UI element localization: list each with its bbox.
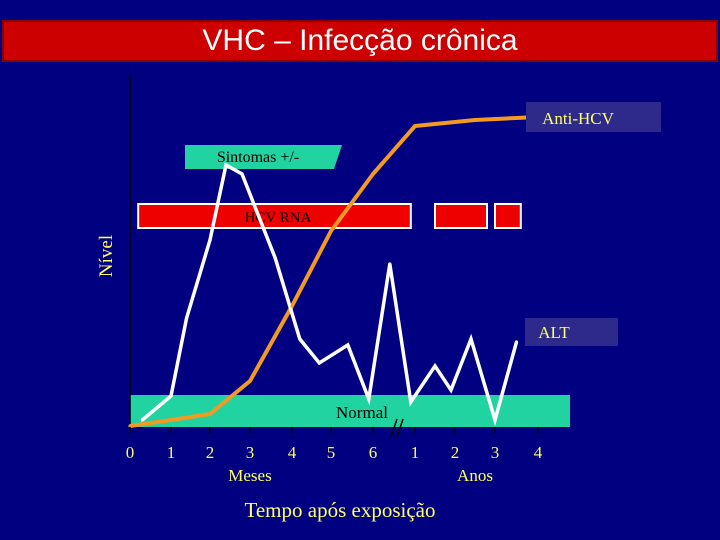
title-bar [2,20,718,62]
data-point [514,340,519,344]
series-line-alt [141,162,519,427]
x-tick-label: 6 [369,443,378,462]
x-unit-label: Meses [228,466,271,485]
x-ticks: 0 1 2 3 4 5 6 1 2 3 4 [126,427,543,462]
sintomas-box [185,145,342,169]
data-point [208,412,212,416]
axis-break-mark-2 [396,418,404,438]
data-point [346,343,350,347]
x-tick-label: 3 [246,443,255,462]
x-tick-label: 2 [451,443,460,462]
data-point [473,118,477,122]
x-tick-label: 0 [126,443,135,462]
x-unit-label: Anos [457,466,493,485]
anti-hcv-label: Anti-HCV [542,109,615,128]
anti-hcv-label-box [526,102,661,132]
data-point [371,172,375,176]
data-point [128,424,132,428]
x-tick-label: 5 [327,443,336,462]
data-point [185,316,189,320]
slide-title: VHC – Infecção crônica [202,24,518,57]
x-axis-label: Tempo após exposição [245,498,436,522]
x-tick-label: 1 [411,443,420,462]
series-points [128,115,540,428]
alt-label-box [525,318,618,346]
data-point [469,337,473,341]
y-axis-label: Nível [96,235,117,277]
data-point [290,304,294,308]
data-point [298,337,302,341]
series-line-anti-hcv [129,115,539,428]
hcv-rna-segment [434,203,488,229]
data-point [273,256,277,260]
hcv-rna-label: HCV RNA [245,210,312,226]
data-point [208,238,212,242]
x-tick-label: 3 [491,443,500,462]
data-point [169,418,173,422]
data-point [367,397,371,401]
data-point [317,361,321,365]
data-point [449,388,453,392]
alt-label: ALT [538,323,570,342]
data-point [413,124,417,128]
data-point [224,163,228,167]
x-unit-labels: Meses Anos [228,466,493,485]
data-point [433,364,437,368]
normal-label: Normal [336,403,388,422]
data-point [140,418,144,422]
data-point [409,400,413,404]
x-tick-label: 4 [534,443,543,462]
x-tick-label: 1 [167,443,176,462]
data-point [240,172,244,176]
data-point [169,394,173,398]
axis-break-mark-1 [390,418,398,438]
hcv-rna-segment [494,203,522,229]
x-tick-label: 4 [288,443,297,462]
x-tick-label: 2 [206,443,215,462]
data-point [388,262,392,266]
data-point [329,229,333,233]
hcv-rna-bands [137,203,522,229]
hcv-rna-segment [137,203,412,229]
data-point [493,418,497,422]
sintomas-label: Sintomas +/- [217,149,299,166]
data-point [248,379,252,383]
